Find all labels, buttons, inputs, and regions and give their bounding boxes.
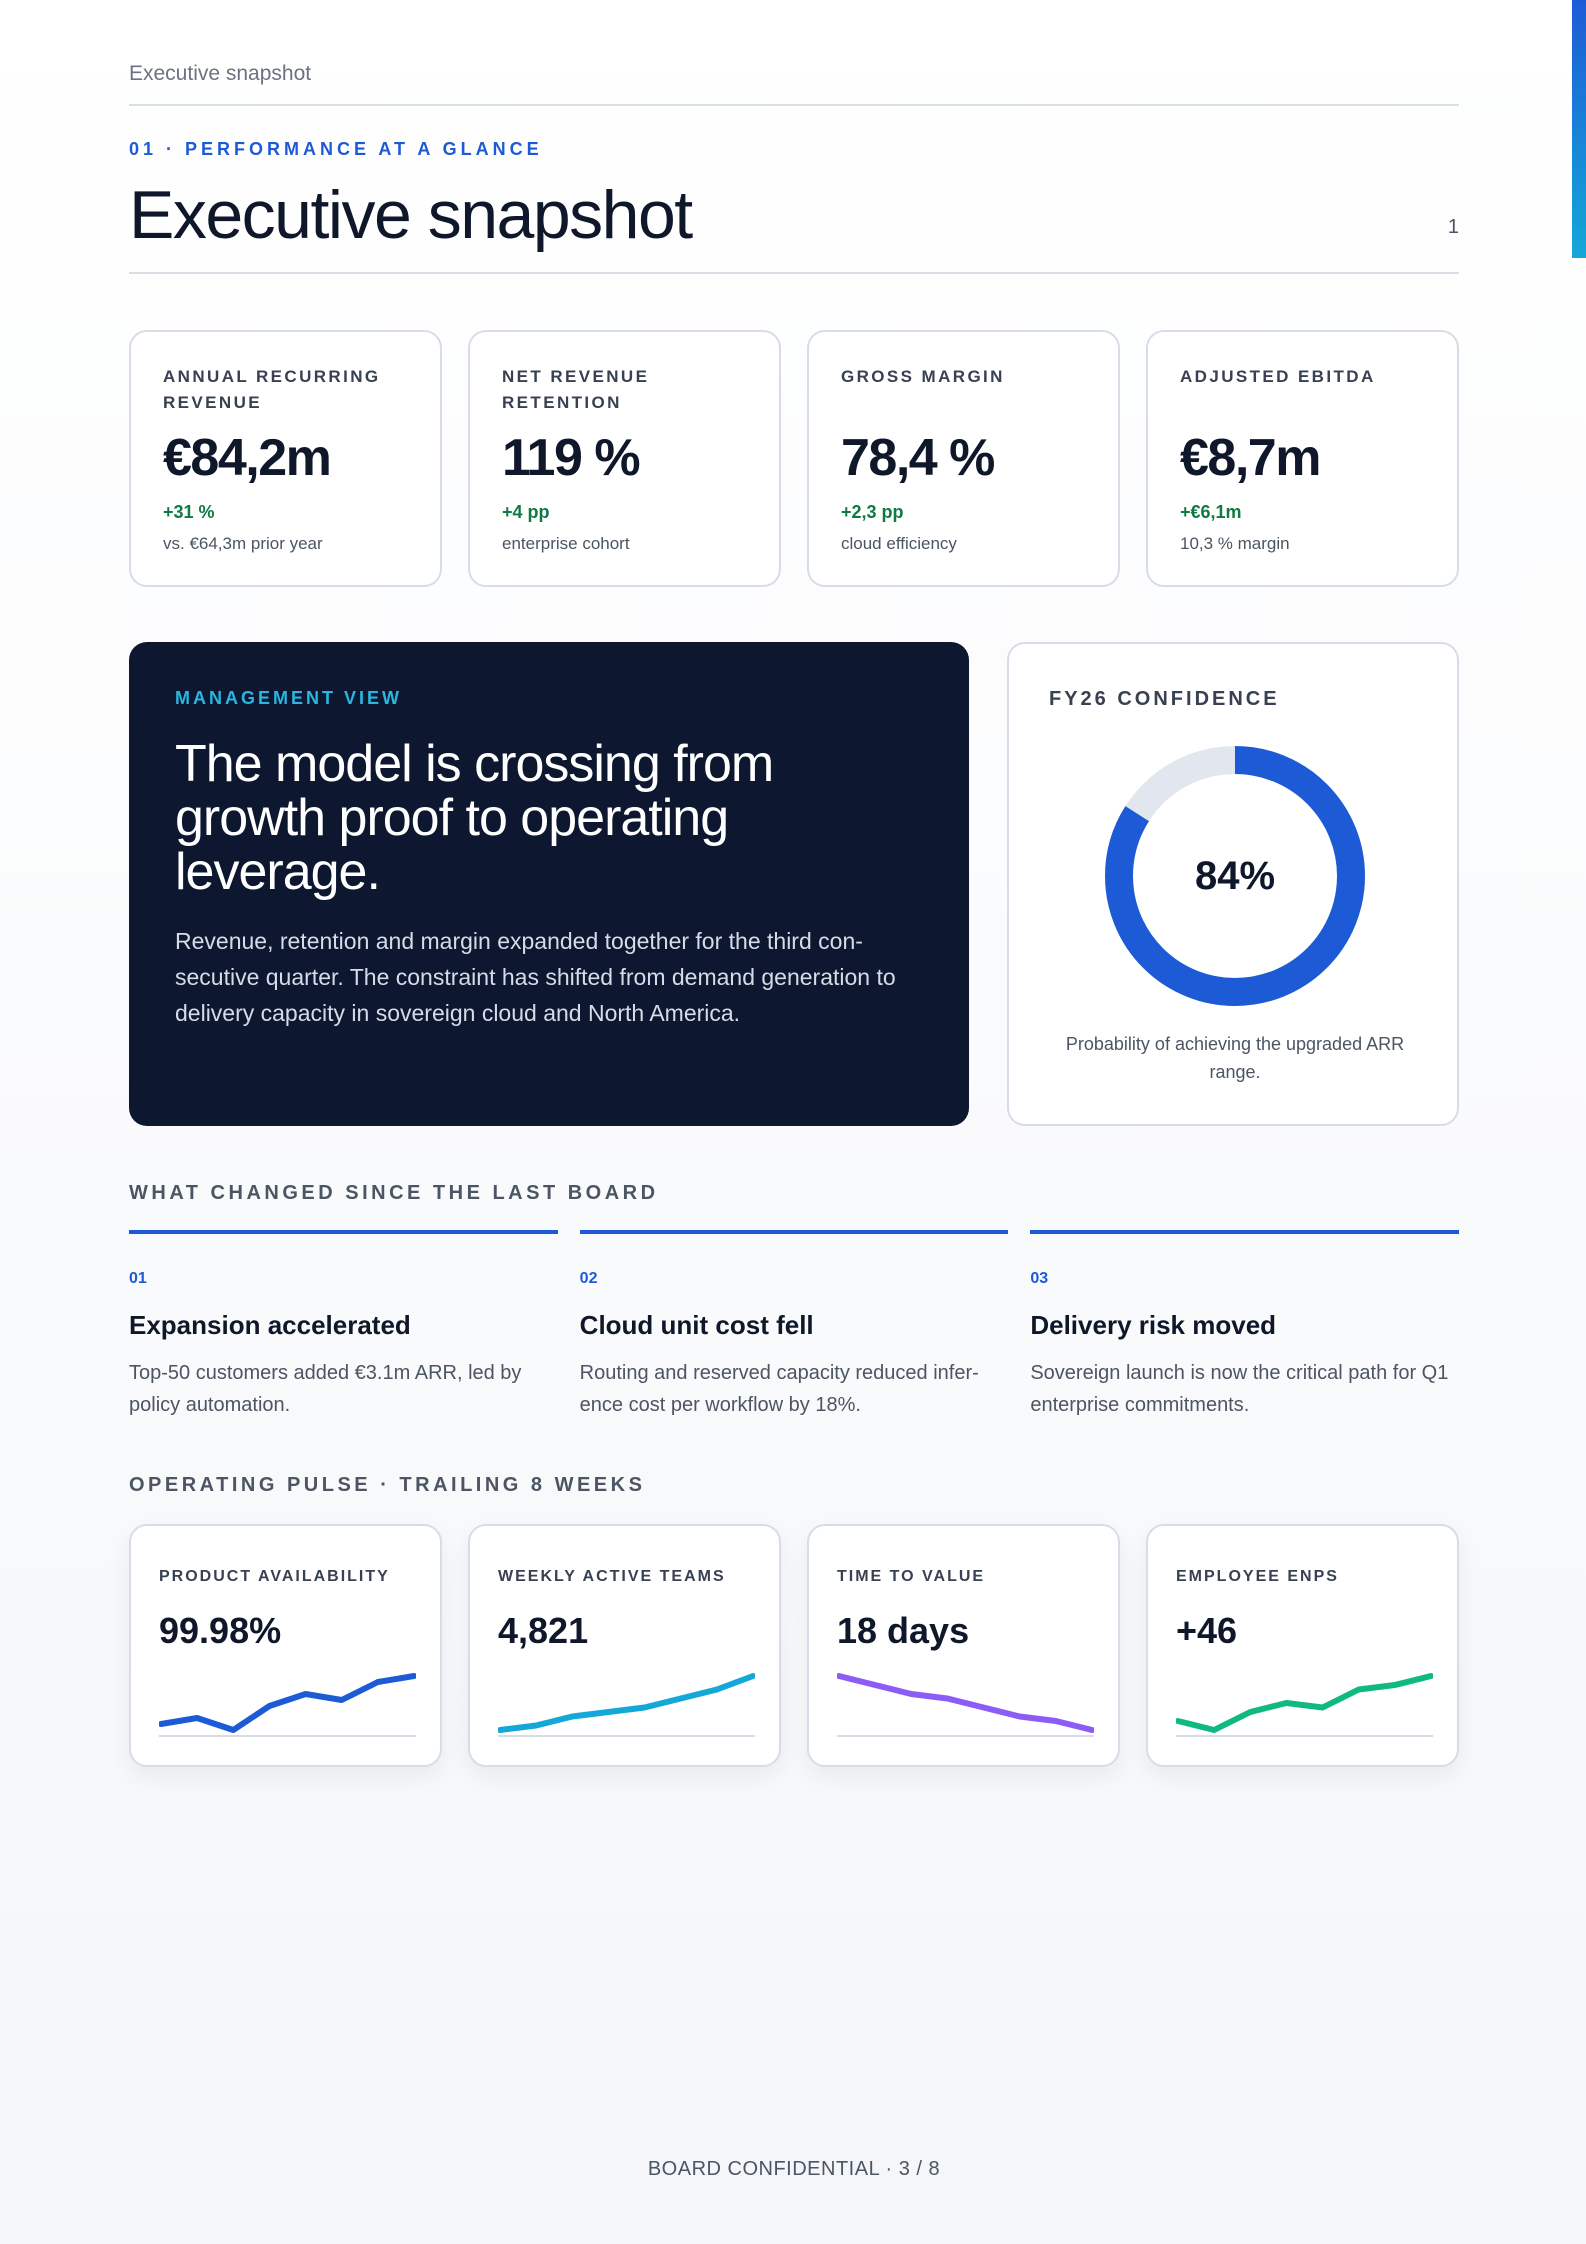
kpi-note: 10,3 % margin [1180,534,1290,553]
kpi-value: €8,7m [1180,429,1321,487]
sparkline [1176,1673,1433,1737]
sparkline-path [159,1673,416,1733]
kpi-card-gross-margin: GROSS MARGIN 78,4 % +2,3 pp cloud effici… [807,330,1120,587]
change-title: Delivery risk moved [1030,1310,1277,1340]
confidence-donut [1105,746,1365,1006]
running-head: Executive snapshot [129,62,312,85]
sparkline [498,1673,755,1737]
change-item: 01 Expansion accelerated Top-50 customer… [129,1230,558,1421]
kpi-card-arr: ANNUAL RECURRING REVENUE €84,2m +31 % vs… [129,330,442,587]
kpi-value: €84,2m [163,429,332,487]
page: Executive snapshot 01 · PERFORMANCE AT A… [129,0,1460,2244]
confidence-caption: Probability of achieving the upgraded AR… [1065,1034,1405,1082]
management-view-panel: MANAGEMENT VIEW The model is crossing fr… [129,642,969,1126]
title-rule [129,272,1459,274]
kpi-value: 119 % [502,429,641,487]
kpi-card-nrr: NET REVENUE RETENTION 119 % +4 pp enterp… [468,330,781,587]
sparkline [837,1673,1094,1737]
kpi-label: NET REVENUE RETENTION [502,367,650,412]
change-number: 02 [579,1270,598,1287]
pulse-label: TIME TO VALUE [837,1568,986,1585]
kpi-note: enterprise cohort [502,534,630,553]
pulse-section-label: OPERATING PULSE · TRAILING 8 WEEKS [129,1474,646,1496]
sparkline-path [498,1673,755,1733]
header-rule [129,104,1459,106]
pulse-row: PRODUCT AVAILABILITY 99.98% WEEKLY ACTIV… [129,1524,1459,1767]
confidence-value: 84% [1194,853,1276,898]
changes-list: 01 Expansion accelerated Top-50 customer… [129,1230,1460,1421]
management-kicker: MANAGEMENT VIEW [175,688,402,708]
change-item: 02 Cloud unit cost fell Routing and rese… [579,1230,1009,1421]
change-number: 03 [1030,1270,1049,1287]
accent-bar [1572,0,1586,258]
change-number: 01 [129,1270,147,1287]
pulse-label: PRODUCT AVAILABILITY [159,1568,390,1585]
change-body: Sovereign launch is now the critical pat… [1030,1362,1449,1416]
pulse-value: 18 days [837,1610,970,1651]
kpi-label: GROSS MARGIN [841,367,1005,386]
donut-fill [1105,746,1365,1006]
kpi-label: ADJUSTED EBITDA [1180,367,1376,386]
kpi-delta: +4 pp [502,502,550,522]
change-item: 03 Delivery risk moved Sovereign launch … [1030,1230,1460,1421]
footer: BOARD CONFIDENTIAL · 3 / 8 [647,2158,941,2180]
sparkline-path [1176,1673,1433,1733]
changes-section-label: WHAT CHANGED SINCE THE LAST BOARD [129,1182,659,1204]
pulse-card-enps: EMPLOYEE ENPS +46 [1146,1524,1459,1767]
confidence-panel: FY26 CONFIDENCE 84% Probability of achie… [1007,642,1459,1126]
kpi-note: vs. €64,3m prior year [163,534,323,553]
page-number: 1 [1447,216,1459,238]
sparkline-path [837,1673,1094,1733]
pulse-value: 99.98% [159,1610,282,1651]
kpi-delta: +€6,1m [1180,502,1242,522]
kpi-label: ANNUAL RECURRING REVENUE [163,367,381,412]
kpi-row: ANNUAL RECURRING REVENUE €84,2m +31 % vs… [129,330,1459,587]
pulse-card-time-to-value: TIME TO VALUE 18 days [807,1524,1120,1767]
management-headline: The model is crossing from growth proof … [175,735,774,901]
pulse-value: 4,821 [498,1610,589,1651]
change-title: Expansion accelerated [129,1310,411,1340]
pulse-label: EMPLOYEE ENPS [1176,1568,1339,1585]
change-body: Top-50 customers added €3.1m ARR, led by… [129,1362,522,1416]
pulse-value: +46 [1176,1610,1238,1651]
page-title: Executive snapshot [129,177,693,253]
kpi-note: cloud efficiency [841,534,957,553]
change-body: Routing and reserved capacity reduced in… [579,1362,979,1416]
management-body: Revenue, retention and margin expanded t… [175,928,896,1026]
confidence-kicker: FY26 CONFIDENCE [1049,688,1280,710]
pulse-card-availability: PRODUCT AVAILABILITY 99.98% [129,1524,442,1767]
pulse-card-active-teams: WEEKLY ACTIVE TEAMS 4,821 [468,1524,781,1767]
sparkline [159,1673,416,1737]
kpi-value: 78,4 % [841,429,995,487]
kpi-delta: +2,3 pp [841,502,904,522]
kpi-delta: +31 % [163,502,215,522]
section-kicker: 01 · PERFORMANCE AT A GLANCE [129,139,543,159]
pulse-label: WEEKLY ACTIVE TEAMS [498,1568,726,1585]
change-title: Cloud unit cost fell [579,1310,814,1340]
kpi-card-ebitda: ADJUSTED EBITDA €8,7m +€6,1m 10,3 % marg… [1146,330,1459,587]
